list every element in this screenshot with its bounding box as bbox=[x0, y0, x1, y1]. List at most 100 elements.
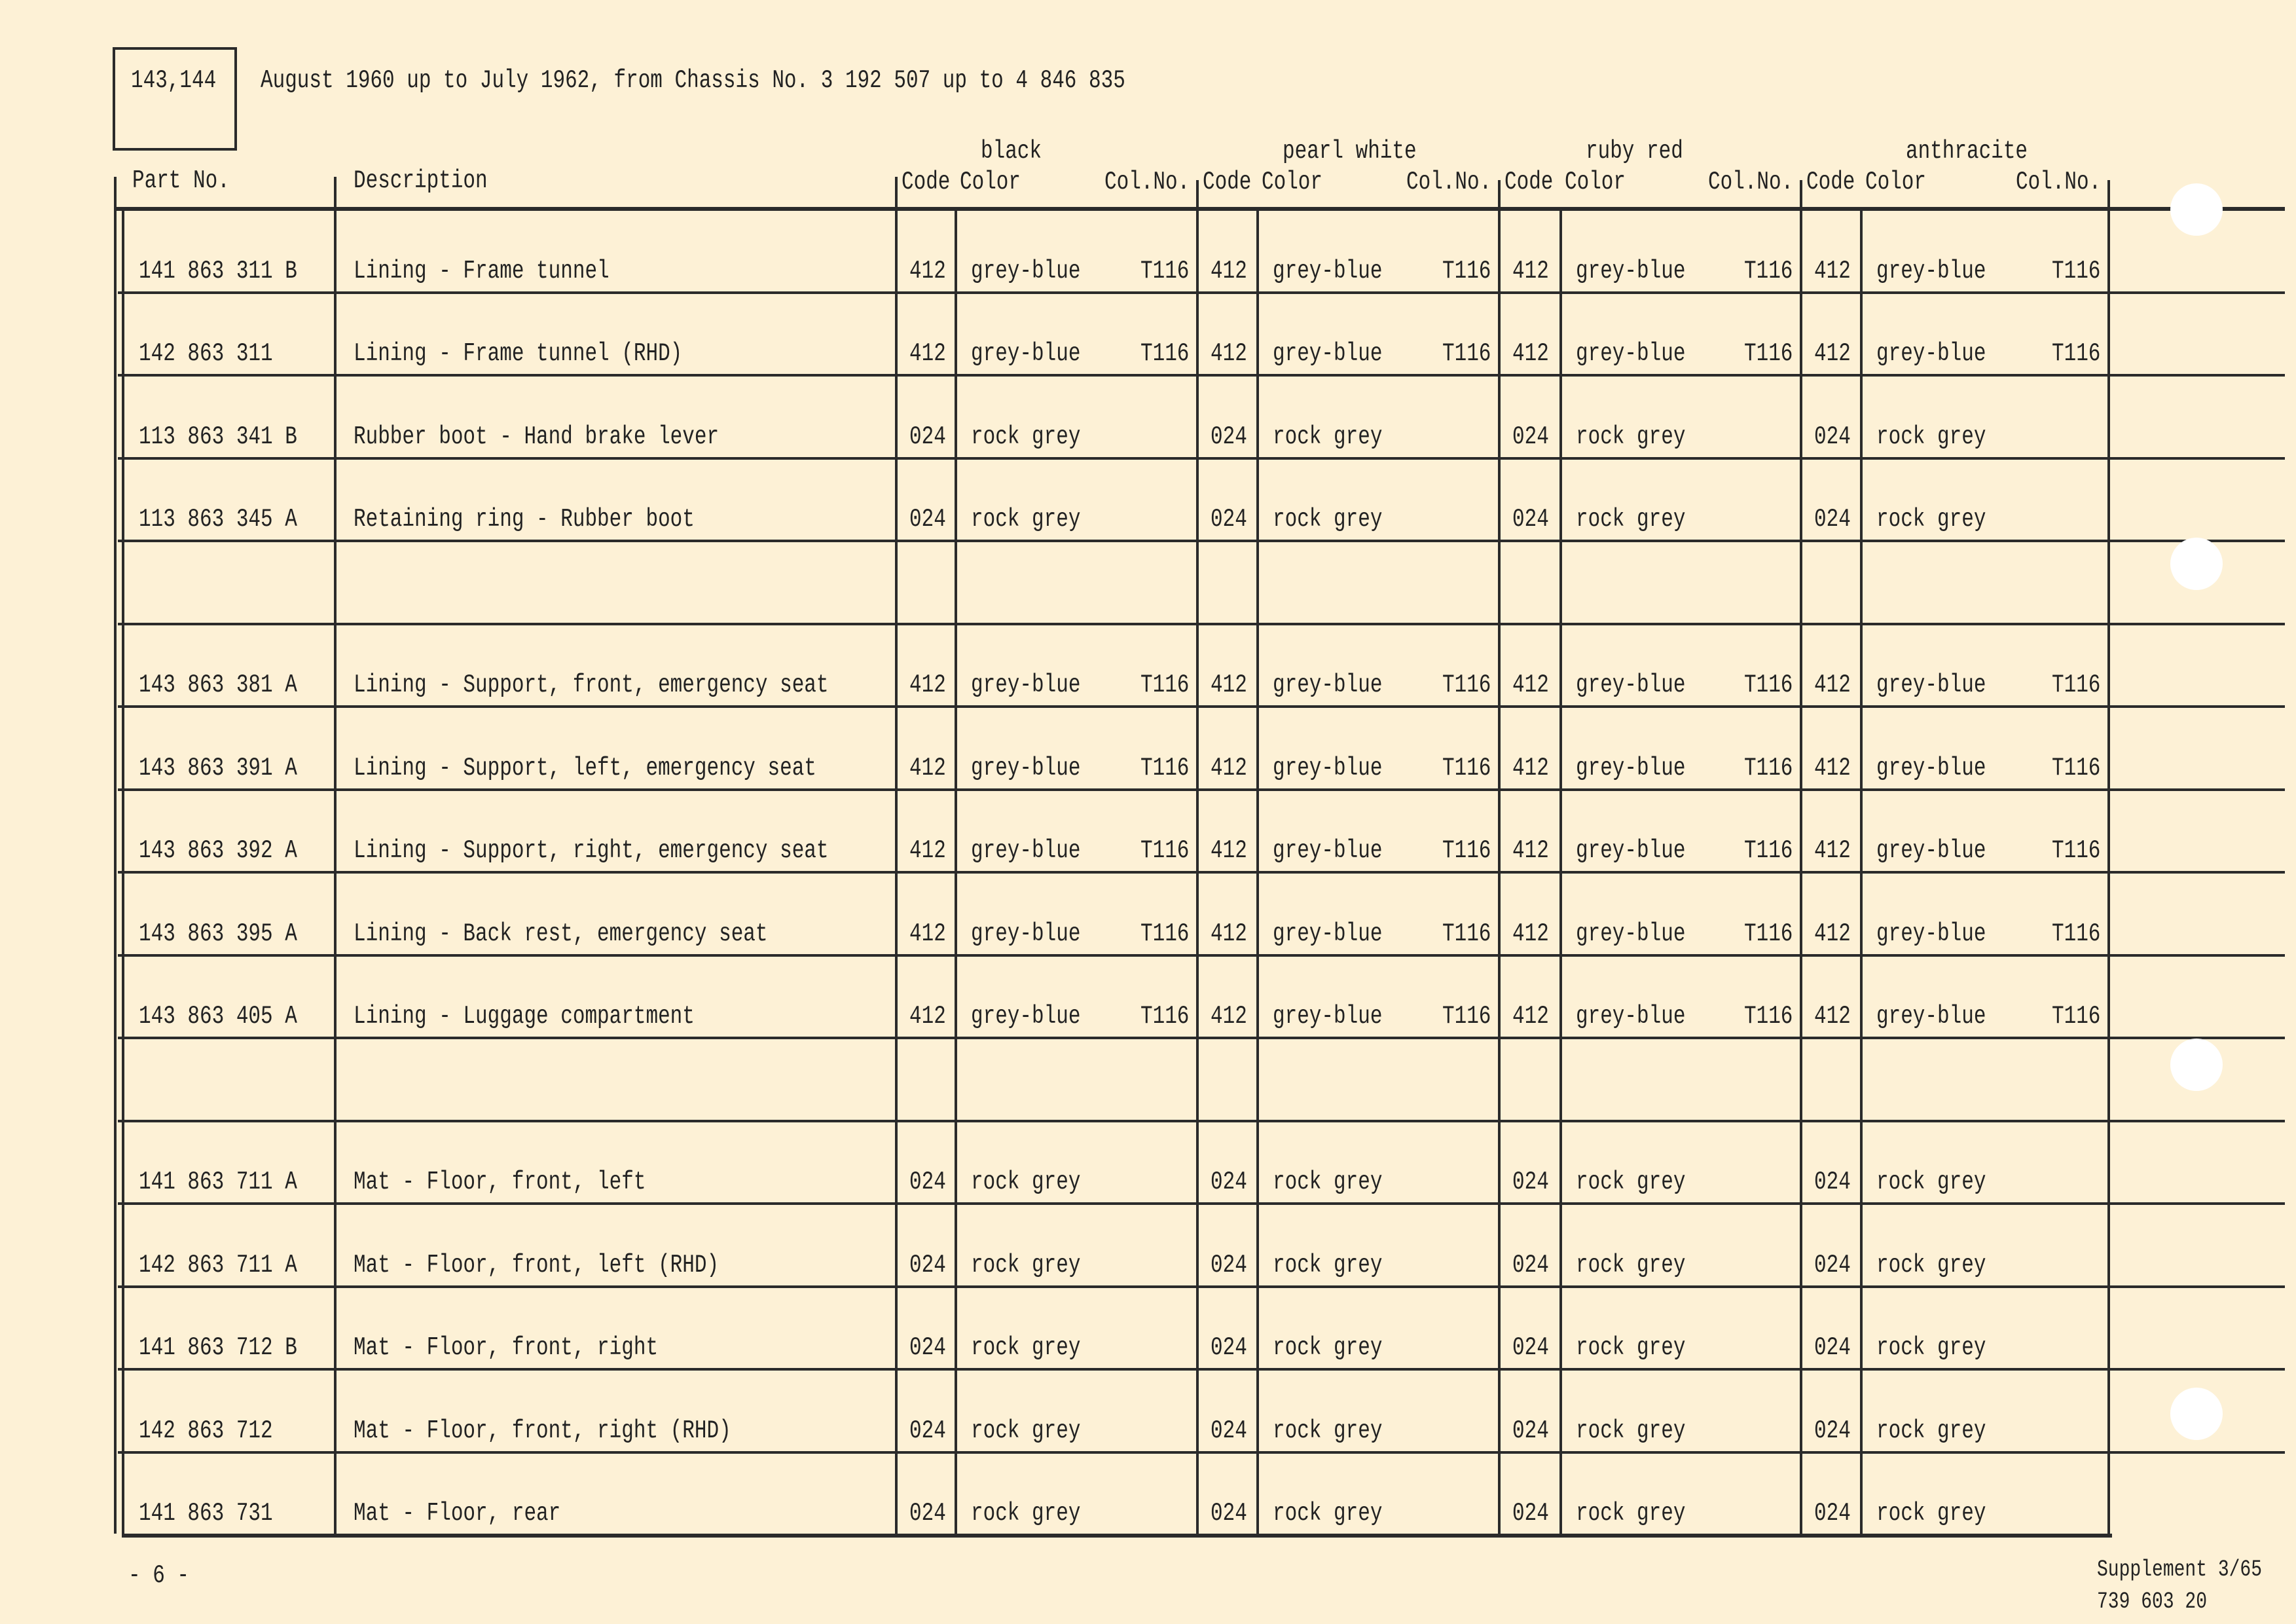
supplement-label: Supplement 3/65 bbox=[2097, 1557, 2263, 1583]
part-number: 143 863 391 A bbox=[139, 754, 297, 783]
color-number: T116 bbox=[1140, 339, 1190, 369]
part-description: Rubber boot - Hand brake lever bbox=[354, 422, 720, 452]
color-number: T116 bbox=[1140, 836, 1190, 866]
color-name: grey-blue bbox=[971, 754, 1081, 783]
part-number: 141 863 712 B bbox=[139, 1333, 297, 1363]
row-divider bbox=[118, 457, 2285, 460]
color-name: rock grey bbox=[1876, 1333, 1986, 1363]
color-code: 024 bbox=[1814, 505, 1851, 534]
color-code: 024 bbox=[1512, 505, 1549, 534]
row-divider bbox=[118, 374, 2285, 377]
color-number: T116 bbox=[2052, 671, 2101, 700]
color-code: 412 bbox=[909, 1002, 946, 1031]
punch-hole bbox=[2170, 1388, 2223, 1440]
color-code: 412 bbox=[1814, 339, 1851, 369]
color-number: T116 bbox=[1744, 1002, 1793, 1031]
color-code: 412 bbox=[909, 754, 946, 783]
column-divider bbox=[1498, 180, 1501, 1534]
color-code: 024 bbox=[1211, 1168, 1247, 1197]
part-description: Lining - Support, left, emergency seat bbox=[354, 754, 816, 783]
part-number: 143 863 392 A bbox=[139, 836, 297, 866]
color-code: 024 bbox=[1211, 1416, 1247, 1446]
model-numbers: 143,144 bbox=[131, 66, 217, 96]
color-name: rock grey bbox=[1576, 1168, 1686, 1197]
part-description: Mat - Floor, rear bbox=[354, 1499, 561, 1528]
color-code: 412 bbox=[1211, 339, 1247, 369]
color-name: grey-blue bbox=[1876, 671, 1986, 700]
column-divider bbox=[955, 208, 957, 1534]
color-name: rock grey bbox=[1273, 1499, 1383, 1528]
color-code: 024 bbox=[909, 505, 946, 534]
color-number: T116 bbox=[1442, 1002, 1491, 1031]
color-code: 024 bbox=[1814, 1251, 1851, 1280]
color-number: T116 bbox=[2052, 339, 2101, 369]
punch-hole bbox=[2170, 1039, 2223, 1091]
color-name: grey-blue bbox=[1576, 754, 1686, 783]
color-code: 412 bbox=[1512, 671, 1549, 700]
color-code: 024 bbox=[909, 422, 946, 452]
color-name: grey-blue bbox=[1876, 257, 1986, 286]
color-name: rock grey bbox=[971, 422, 1081, 452]
color-name: grey-blue bbox=[1273, 339, 1383, 369]
color-name: grey-blue bbox=[1273, 919, 1383, 949]
color-name: grey-blue bbox=[1576, 1002, 1686, 1031]
color-number: T116 bbox=[1744, 671, 1793, 700]
color-code: 024 bbox=[1211, 422, 1247, 452]
part-number: 113 863 345 A bbox=[139, 505, 297, 534]
header-code: Code bbox=[1504, 168, 1554, 197]
color-name: rock grey bbox=[1273, 1251, 1383, 1280]
color-name: rock grey bbox=[971, 1251, 1081, 1280]
color-number: T116 bbox=[1744, 257, 1793, 286]
color-name: grey-blue bbox=[1576, 339, 1686, 369]
color-number: T116 bbox=[1744, 919, 1793, 949]
color-code: 412 bbox=[1211, 836, 1247, 866]
color-number: T116 bbox=[1140, 754, 1190, 783]
color-name: rock grey bbox=[1273, 1416, 1383, 1446]
color-code: 412 bbox=[909, 339, 946, 369]
color-number: T116 bbox=[2052, 1002, 2101, 1031]
header-col-no: Col.No. bbox=[2016, 168, 2102, 197]
part-description: Lining - Back rest, emergency seat bbox=[354, 919, 768, 949]
color-name: grey-blue bbox=[1576, 671, 1686, 700]
color-code: 412 bbox=[1814, 836, 1851, 866]
header-code: Code bbox=[902, 168, 951, 197]
color-name: rock grey bbox=[1876, 1416, 1986, 1446]
row-divider bbox=[118, 1120, 2285, 1122]
header-code: Code bbox=[1806, 168, 1855, 197]
color-number: T116 bbox=[2052, 836, 2101, 866]
color-code: 024 bbox=[909, 1251, 946, 1280]
row-divider bbox=[118, 540, 2285, 542]
color-number: T116 bbox=[2052, 919, 2101, 949]
color-name: rock grey bbox=[1876, 1168, 1986, 1197]
row-divider bbox=[118, 1451, 2285, 1454]
color-group-header: pearl white bbox=[1283, 137, 1417, 166]
color-name: grey-blue bbox=[971, 919, 1081, 949]
row-divider bbox=[118, 705, 2285, 708]
part-description: Lining - Support, front, emergency seat bbox=[354, 671, 829, 700]
row-divider bbox=[118, 1285, 2285, 1288]
column-divider bbox=[895, 177, 898, 1534]
punch-hole bbox=[2170, 183, 2223, 236]
color-code: 412 bbox=[1211, 257, 1247, 286]
color-name: grey-blue bbox=[971, 836, 1081, 866]
page-number: - 6 - bbox=[128, 1561, 190, 1591]
color-name: grey-blue bbox=[1576, 919, 1686, 949]
column-divider bbox=[1196, 180, 1199, 1534]
color-code: 412 bbox=[1814, 1002, 1851, 1031]
color-code: 024 bbox=[1512, 1416, 1549, 1446]
row-divider bbox=[118, 291, 2285, 294]
color-code: 412 bbox=[1211, 754, 1247, 783]
row-divider bbox=[118, 954, 2285, 957]
color-name: grey-blue bbox=[1576, 836, 1686, 866]
document-number: 739 603 20 bbox=[2097, 1589, 2208, 1615]
color-name: rock grey bbox=[1576, 1416, 1686, 1446]
color-name: grey-blue bbox=[1876, 754, 1986, 783]
header-description: Description bbox=[354, 166, 488, 196]
color-name: rock grey bbox=[1576, 505, 1686, 534]
color-name: rock grey bbox=[971, 505, 1081, 534]
color-code: 024 bbox=[909, 1168, 946, 1197]
color-name: rock grey bbox=[971, 1416, 1081, 1446]
color-code: 024 bbox=[1211, 1333, 1247, 1363]
column-divider bbox=[122, 208, 124, 1534]
column-divider bbox=[2107, 180, 2110, 1534]
